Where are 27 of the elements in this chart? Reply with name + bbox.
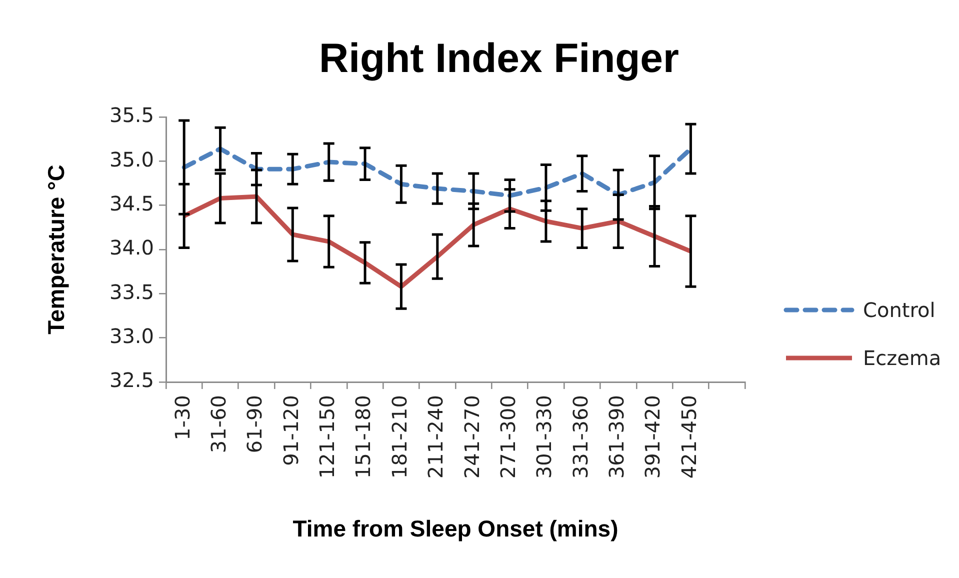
chart-title: Right Index Finger [319, 34, 679, 82]
x-tick-label: 151-180 [351, 395, 376, 479]
x-tick-label: 91-120 [278, 395, 303, 466]
y-tick-label: 33.0 [109, 324, 154, 348]
x-tick-label: 421-450 [676, 395, 701, 479]
x-tick-label: 361-390 [604, 395, 629, 479]
x-tick-label: 241-270 [460, 395, 484, 479]
y-tick-label: 33.5 [109, 280, 154, 304]
y-tick-label: 32.5 [109, 368, 154, 392]
y-tick-label: 34.0 [109, 236, 154, 260]
x-tick-label: 391-420 [640, 395, 665, 479]
legend-label: Control [863, 298, 936, 322]
x-tick-label: 211-240 [424, 395, 448, 479]
x-tick-label: 1-30 [170, 395, 194, 440]
x-tick-label: 271-300 [496, 395, 520, 479]
y-tick-label: 35.5 [109, 103, 154, 128]
legend-label: Eczema [863, 346, 942, 370]
y-tick-label: 34.5 [109, 192, 154, 216]
x-tick-label: 301-330 [532, 395, 556, 479]
x-tick-label: 31-60 [206, 395, 230, 454]
x-tick-label: 121-150 [315, 395, 340, 479]
x-axis-title: Time from Sleep Onset (mins) [292, 516, 618, 542]
x-tick-label: 331-360 [568, 395, 592, 479]
y-axis-title: Temperature °C [43, 164, 70, 334]
x-tick-label: 61-90 [242, 395, 267, 454]
x-tick-label: 181-210 [387, 395, 412, 479]
y-tick-label: 35.0 [109, 147, 154, 172]
